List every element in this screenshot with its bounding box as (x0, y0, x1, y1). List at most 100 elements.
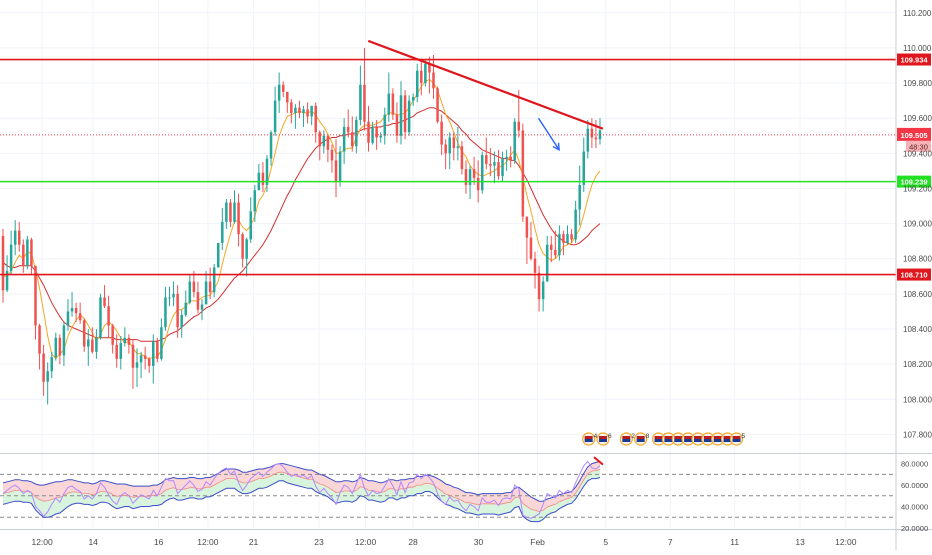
candle-body (70, 307, 74, 312)
event-flag-stripe (599, 436, 608, 439)
candle (119, 336, 123, 370)
time-tick-label: 21 (249, 537, 259, 547)
rsi-peak-marker (593, 456, 604, 466)
event-flag-stripe (713, 439, 722, 442)
candle-body (99, 297, 102, 338)
rsi-band-lower-fill (3, 469, 600, 522)
candle (318, 130, 322, 161)
candle-body (273, 100, 277, 133)
candle (164, 286, 167, 331)
candle (399, 81, 403, 145)
event-flag-stripe (636, 436, 645, 439)
candle-body (334, 160, 338, 182)
candle-body (322, 135, 326, 147)
candle (74, 302, 78, 322)
candle-body (156, 341, 159, 359)
event-flag-stripe (693, 436, 702, 439)
level-price-label: 109.239 (900, 178, 927, 187)
event-flag-stripe (703, 439, 712, 442)
candle-body (501, 158, 504, 177)
candle-body (200, 304, 204, 310)
candle (241, 232, 244, 268)
candle (505, 149, 508, 171)
candle-body (1, 235, 5, 291)
candle (249, 197, 252, 243)
time-tick-label: 7 (668, 537, 673, 547)
candle-body (464, 169, 468, 185)
candle (188, 274, 192, 305)
candle-body (351, 132, 354, 147)
drawings: 109.934 109.239 108.710 109.505 48:30 (0, 39, 931, 281)
candle (180, 309, 183, 338)
price-tick-label: 108.200 (903, 360, 932, 369)
time-tick-label: 12:00 (197, 537, 219, 547)
candle-body (245, 239, 248, 259)
candle-body (152, 341, 155, 366)
candle (172, 281, 175, 307)
price-tick-label: 108.600 (903, 290, 932, 299)
candle (115, 334, 118, 368)
price-tick-label: 109.200 (903, 184, 932, 193)
projection-arrowhead (552, 142, 560, 152)
candle (245, 237, 248, 277)
moving-averages (2, 78, 601, 360)
candle (184, 290, 188, 317)
candle (448, 132, 451, 170)
candle-body (432, 72, 435, 89)
event-flag-stripe (636, 439, 645, 442)
candle-body (281, 84, 285, 92)
candle (237, 193, 240, 247)
event-flag-stripe (732, 436, 741, 439)
candle-body (525, 216, 529, 238)
candle-body (107, 306, 110, 326)
rsi-tick-label: 80.0000 (901, 460, 928, 469)
candle (359, 65, 362, 126)
candle-body (298, 107, 301, 113)
candle (444, 139, 447, 170)
candle (17, 221, 21, 252)
countdown-label: 48:30 (909, 142, 928, 151)
candle (127, 334, 131, 354)
candle-body (582, 151, 586, 185)
time-tick-label: 14 (88, 537, 98, 547)
candle (26, 235, 29, 270)
candle (379, 132, 382, 143)
candle-body (168, 297, 171, 299)
candle (139, 351, 143, 379)
candle (38, 323, 41, 370)
candle-body (363, 84, 366, 122)
candle-body (407, 100, 411, 133)
candle (221, 207, 224, 250)
candle-body (143, 355, 147, 359)
candle-body (509, 156, 512, 161)
candle-body (497, 162, 500, 177)
candle (346, 109, 350, 138)
time-tick-label: 12:00 (835, 537, 857, 547)
time-tick-label: 16 (154, 537, 164, 547)
candle (9, 230, 13, 275)
candle-body (42, 353, 45, 382)
candle (582, 137, 586, 192)
candle-body (476, 177, 480, 191)
candle (62, 321, 66, 366)
event-flag-stripe (703, 436, 712, 439)
candle-body (95, 337, 98, 352)
price-tick-label: 108.400 (903, 325, 932, 334)
candle (87, 329, 90, 366)
rsi-band-upper-fill (3, 461, 600, 512)
candle-body (541, 281, 545, 300)
time-tick-label: 11 (730, 537, 739, 547)
candle-body (253, 190, 257, 212)
candle (314, 102, 317, 143)
candle (338, 146, 342, 187)
candle (367, 105, 370, 152)
candle (578, 165, 581, 226)
candle-body (38, 325, 41, 354)
price-tick-label: 109.400 (903, 149, 932, 158)
level-price-label: 108.710 (900, 271, 927, 280)
candle (13, 220, 17, 256)
candle (208, 267, 212, 300)
candle-body (269, 132, 273, 159)
